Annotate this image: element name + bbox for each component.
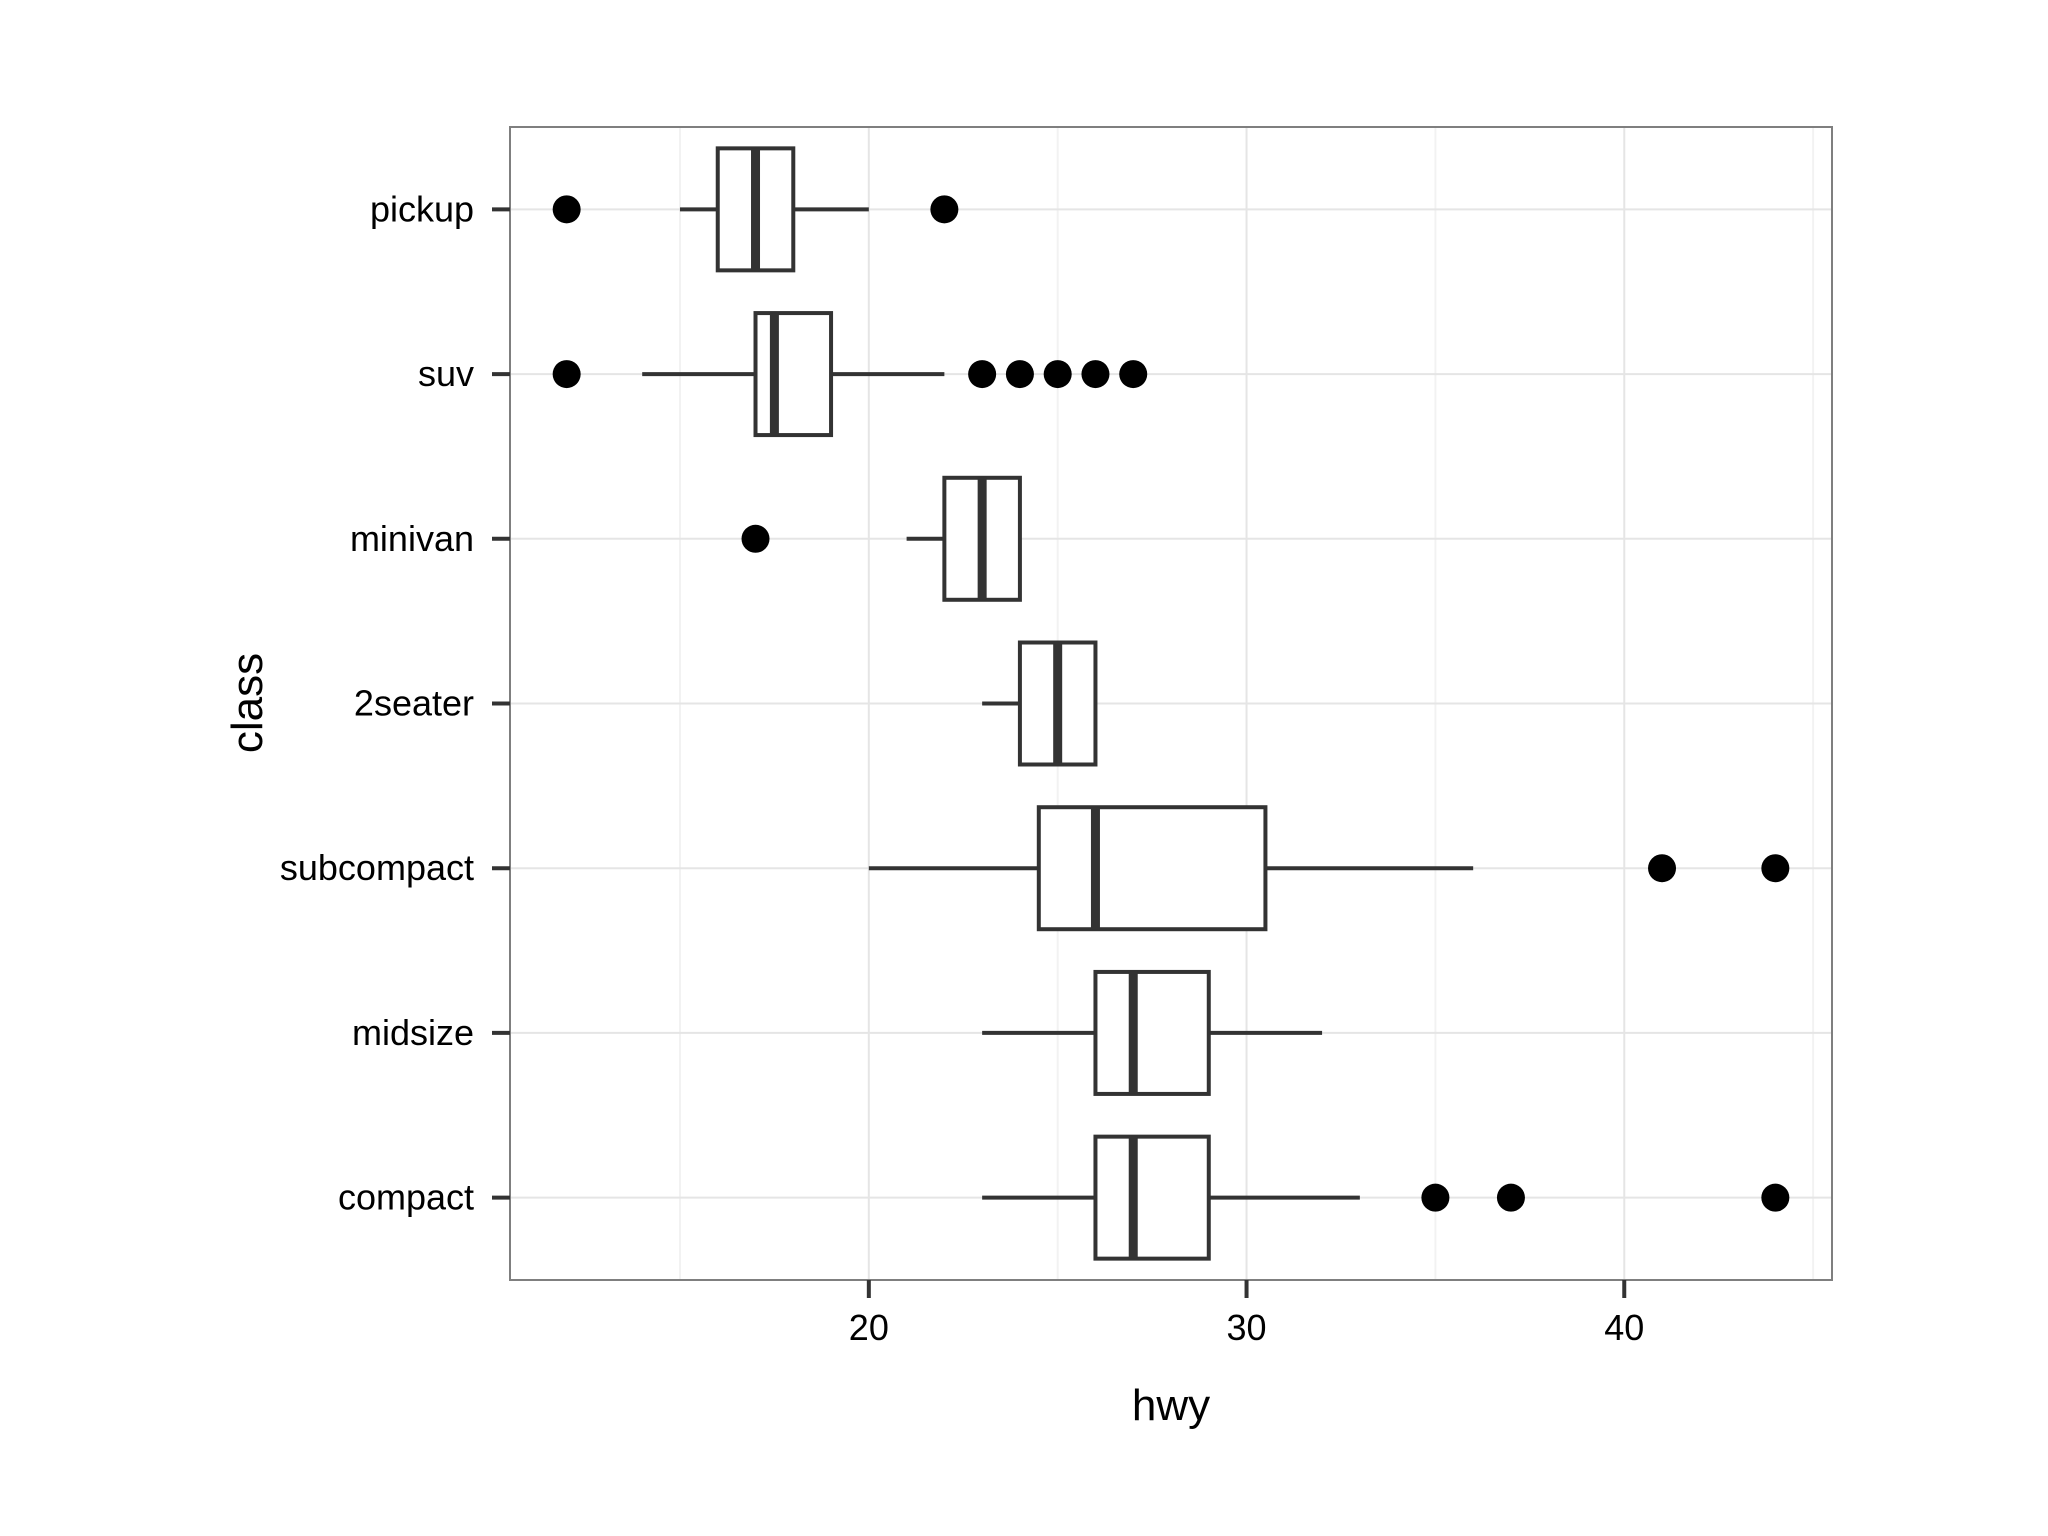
box-minivan (906, 475, 1022, 602)
outlier-point (1081, 360, 1110, 389)
outlier-point (1421, 1183, 1450, 1212)
box-subcompact (868, 805, 1474, 932)
y-axis: compact midsize subcompact 2seater minivan su… (280, 188, 510, 1218)
y-tick-label: 2seater (354, 683, 474, 724)
y-tick-label: pickup (370, 188, 474, 229)
outlier-point (1496, 1183, 1525, 1212)
outlier-point (552, 195, 581, 224)
outliers-layer (552, 195, 1790, 1212)
outlier-point (930, 195, 959, 224)
box-midsize (982, 969, 1323, 1096)
y-tick-label: suv (418, 353, 474, 394)
box-2seater (982, 640, 1098, 767)
outlier-point (1761, 1183, 1790, 1212)
outlier-point (1761, 854, 1790, 883)
box-suv (642, 311, 945, 438)
y-tick-label: compact (338, 1177, 474, 1218)
x-axis: 20 30 40 (849, 1280, 1644, 1348)
iqr-box (1036, 805, 1268, 932)
x-axis-title: hwy (1132, 1381, 1210, 1430)
outlier-point (968, 360, 997, 389)
outlier-point (1043, 360, 1072, 389)
y-axis-title: class (223, 653, 272, 753)
boxes-layer (642, 146, 1474, 1261)
x-tick-label: 30 (1227, 1307, 1267, 1348)
iqr-box (753, 311, 834, 438)
x-tick-label: 40 (1604, 1307, 1644, 1348)
outlier-point (552, 360, 581, 389)
iqr-box (1093, 1134, 1211, 1261)
outlier-point (1005, 360, 1034, 389)
iqr-box (1093, 969, 1211, 1096)
box-compact (982, 1134, 1360, 1261)
x-tick-label: 20 (849, 1307, 889, 1348)
outlier-point (1648, 854, 1677, 883)
box-pickup (679, 146, 869, 273)
y-tick-label: minivan (350, 518, 474, 559)
outlier-point (741, 524, 770, 553)
outlier-point (1119, 360, 1148, 389)
y-tick-label: midsize (352, 1012, 474, 1053)
y-tick-label: subcompact (280, 847, 474, 888)
